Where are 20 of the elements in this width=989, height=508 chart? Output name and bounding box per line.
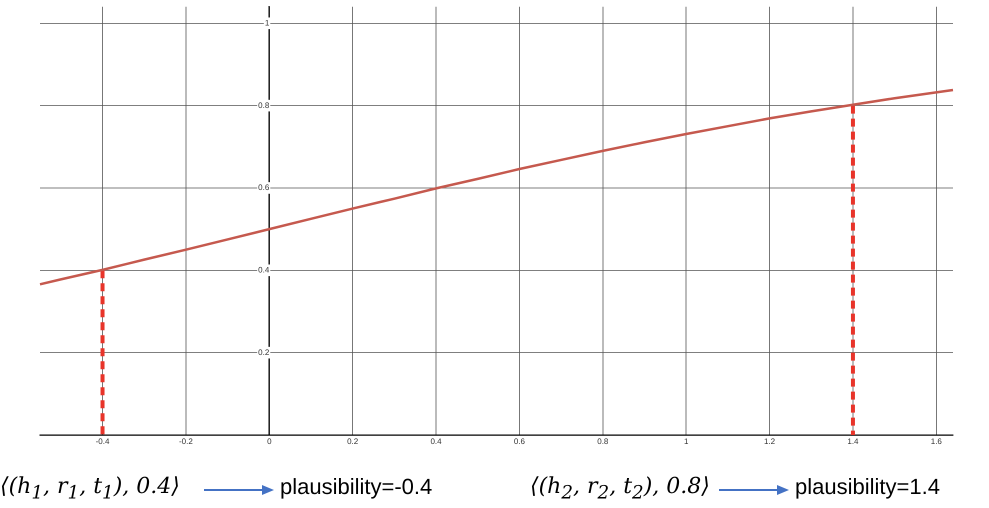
x-tick-label: 0.4 <box>430 437 442 446</box>
x-tick-label: 0.6 <box>514 437 526 446</box>
x-tick-label: 1.4 <box>847 437 860 446</box>
y-tick-label: 0.2 <box>258 348 270 357</box>
y-tick-label: 0.8 <box>258 100 270 110</box>
x-tick-label: 0 <box>267 437 272 446</box>
y-tick-label: 0.6 <box>258 183 270 192</box>
x-tick-label: -0.4 <box>96 437 110 446</box>
x-tick-label: 0.8 <box>597 437 609 446</box>
text: plausibility=1.4 <box>795 474 940 500</box>
text: ⟨(h$_{1}$, r$_{1}$, t$_{1}$), 0.4⟩ <box>0 474 180 504</box>
x-tick-label: -0.2 <box>179 437 194 446</box>
x-tick-label: 0.2 <box>347 437 359 446</box>
y-tick-label: 0.4 <box>258 266 270 275</box>
y-tick-label: 1 <box>264 18 270 28</box>
text: plausibility=-0.4 <box>280 474 432 500</box>
x-tick-label: 1 <box>684 437 689 446</box>
text: ⟨(h$_{2}$, r$_{2}$, t$_{2}$), 0.8⟩ <box>530 474 710 504</box>
x-tick-label: 1.6 <box>930 437 942 446</box>
x-tick-label: 1.2 <box>764 437 776 446</box>
